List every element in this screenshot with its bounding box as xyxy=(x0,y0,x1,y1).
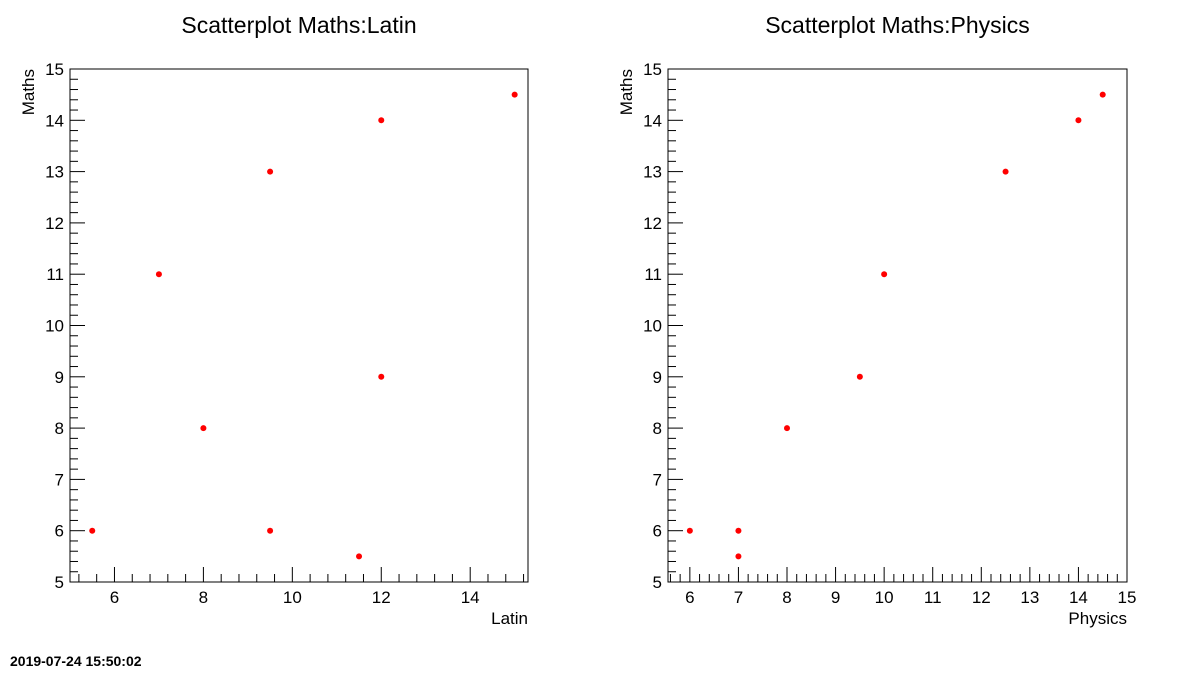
y-tick-label: 6 xyxy=(653,522,662,541)
y-tick-label: 12 xyxy=(643,214,662,233)
y-tick-label: 7 xyxy=(653,470,662,489)
y-tick-label: 8 xyxy=(55,419,64,438)
x-axis-label: Physics xyxy=(1068,609,1127,628)
scatter-panel-maths-latin: Scatterplot Maths:Latin Maths Latin 5 6 7 8 9 10… xyxy=(19,12,529,628)
y-tick-label: 13 xyxy=(643,163,662,182)
y-tick-label: 7 xyxy=(55,470,64,489)
plot-frame xyxy=(69,68,529,583)
y-tick-label: 11 xyxy=(644,265,662,284)
x-axis-label: Latin xyxy=(491,609,528,628)
data-point xyxy=(856,373,863,380)
data-point xyxy=(881,271,888,278)
data-point xyxy=(784,425,790,432)
x-tick-label: 12 xyxy=(972,588,991,607)
data-point xyxy=(89,527,96,534)
x-tick-label: 11 xyxy=(924,588,942,607)
x-tick-label: 10 xyxy=(283,588,302,607)
y-tick-label: 13 xyxy=(45,163,64,182)
y-tick-label: 10 xyxy=(45,317,64,336)
data-point xyxy=(1002,168,1009,175)
data-point xyxy=(356,553,363,560)
x-tick-label: 6 xyxy=(110,588,119,607)
y-tick-label: 15 xyxy=(45,60,64,79)
data-point xyxy=(511,91,518,98)
x-tick-label: 14 xyxy=(461,588,480,607)
y-axis-label: Maths xyxy=(617,69,636,115)
data-point xyxy=(155,271,162,278)
y-tick-label: 14 xyxy=(643,111,662,130)
data-point xyxy=(686,527,693,534)
x-tick-label: 7 xyxy=(734,588,743,607)
x-tick-label: 15 xyxy=(1118,588,1137,607)
y-tick-label: 10 xyxy=(643,317,662,336)
y-tick-label: 11 xyxy=(46,265,64,284)
chart-title: Scatterplot Maths:Latin xyxy=(181,12,416,38)
y-tick-label: 14 xyxy=(45,111,64,130)
data-point xyxy=(378,117,385,124)
data-point xyxy=(267,527,274,534)
x-tick-label: 6 xyxy=(685,588,694,607)
scatter-panel-maths-physics: Scatterplot Maths:Physics Maths Physics 5 6 7… xyxy=(617,12,1136,628)
x-tick-label: 8 xyxy=(199,588,208,607)
x-tick-label: 12 xyxy=(372,588,391,607)
chart-title: Scatterplot Maths:Physics xyxy=(765,12,1030,38)
y-tick-label: 12 xyxy=(45,214,64,233)
timestamp: 2019-07-24 15:50:02 xyxy=(10,653,142,669)
y-tick-label: 6 xyxy=(55,522,64,541)
y-tick-label: 9 xyxy=(55,368,64,387)
data-point xyxy=(1099,91,1106,98)
y-tick-label: 9 xyxy=(653,368,662,387)
y-axis-label: Maths xyxy=(19,69,38,115)
y-tick-label: 5 xyxy=(653,573,662,592)
y-tick-label: 15 xyxy=(643,60,662,79)
x-tick-label: 13 xyxy=(1020,588,1039,607)
data-point xyxy=(378,373,385,380)
x-tick-label: 8 xyxy=(782,588,791,607)
data-point xyxy=(735,527,742,534)
data-point xyxy=(200,425,207,432)
y-tick-label: 8 xyxy=(653,419,662,438)
data-point xyxy=(735,553,742,560)
data-point xyxy=(1075,117,1082,124)
y-tick-label: 5 xyxy=(55,573,64,592)
x-tick-label: 9 xyxy=(831,588,840,607)
x-tick-label: 10 xyxy=(875,588,894,607)
data-point xyxy=(267,168,274,175)
plot-frame xyxy=(667,68,1128,583)
x-tick-label: 14 xyxy=(1069,588,1088,607)
